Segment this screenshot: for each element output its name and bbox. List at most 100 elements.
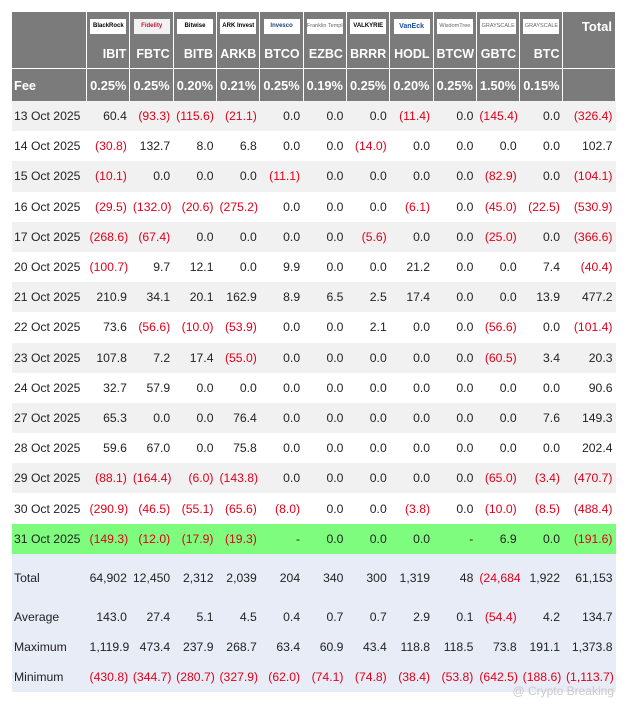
value-cell: 0.0 xyxy=(129,402,174,434)
value-cell: (642.5) xyxy=(476,661,520,692)
value-cell: 60.9 xyxy=(303,631,347,662)
value-cell: 0.0 xyxy=(303,312,347,343)
value-cell: 0.0 xyxy=(433,402,477,434)
value-cell: (53.8) xyxy=(433,661,477,692)
value-cell: (24,684) xyxy=(476,553,520,602)
value-cell: 48 xyxy=(433,553,477,602)
value-cell: 43.4 xyxy=(346,631,390,662)
etf-flow-table: BlackRock Fidelity Bitwise ARK Invest In… xyxy=(12,12,616,692)
date-cell: 16 Oct 2025 xyxy=(12,191,87,222)
value-cell: 0.0 xyxy=(476,372,520,403)
value-cell: 0.0 xyxy=(519,312,563,343)
summary-rows: Total 64,902 12,450 2,312 2,039 204 340 300 1,31… xyxy=(12,553,616,692)
value-cell: 0.0 xyxy=(433,312,477,343)
value-cell: 0.0 xyxy=(389,463,434,494)
grayscale-logo: GRAYSCALE xyxy=(480,18,517,34)
value-cell: 0.0 xyxy=(389,312,434,343)
value-cell: 107.8 xyxy=(86,342,130,373)
fee-cell: 0.19% xyxy=(303,68,347,101)
total-column-header: Total xyxy=(562,12,616,40)
value-cell: 7.4 xyxy=(519,251,563,283)
value-cell: 7.2 xyxy=(129,342,174,373)
value-cell: 20.1 xyxy=(173,282,217,313)
value-cell: 12.1 xyxy=(173,251,217,283)
value-cell: (10.0) xyxy=(173,312,217,343)
value-cell: 0.0 xyxy=(173,372,217,403)
value-cell: (366.6) xyxy=(562,221,616,252)
value-cell: 20.3 xyxy=(562,342,616,373)
value-cell: 0.0 xyxy=(389,523,434,554)
value-cell: 0.0 xyxy=(216,161,260,192)
valkyrie-logo: VALKYRIE xyxy=(350,18,387,34)
value-cell: 27.4 xyxy=(129,601,174,632)
value-cell: - xyxy=(433,523,477,554)
value-cell: 0.0 xyxy=(519,372,563,403)
fee-cell: 0.15% xyxy=(519,68,564,101)
value-cell: 59.6 xyxy=(86,433,130,464)
value-cell: 0.0 xyxy=(519,523,563,554)
ark-invest-logo: ARK Invest xyxy=(220,18,257,34)
value-cell: (101.4) xyxy=(562,312,616,343)
value-cell: 0.0 xyxy=(476,131,520,162)
value-cell: 2,039 xyxy=(216,553,260,602)
value-cell: 0.0 xyxy=(303,402,347,434)
value-cell: 2,312 xyxy=(173,553,217,602)
value-cell: (149.3) xyxy=(86,523,130,554)
value-cell: 0.0 xyxy=(433,161,477,192)
value-cell: 210.9 xyxy=(86,282,130,313)
value-cell: (55.0) xyxy=(216,342,260,373)
value-cell: 0.0 xyxy=(173,402,217,434)
value-cell: 0.0 xyxy=(433,101,477,132)
value-cell: (10.0) xyxy=(476,493,520,524)
value-cell: 0.1 xyxy=(433,601,477,632)
fee-cell: 0.25% xyxy=(259,68,304,101)
ticker-cell: BTCW xyxy=(433,40,477,69)
date-cell: 15 Oct 2025 xyxy=(12,161,87,192)
fee-cell: 1.50% xyxy=(476,68,521,101)
value-cell: 0.0 xyxy=(389,161,434,192)
table-row: 29 Oct 2025 (88.1) (164.4) (6.0) (143.8) 0.0 0… xyxy=(12,463,616,494)
value-cell: 0.0 xyxy=(216,221,260,252)
table-row: 16 Oct 2025 (29.5) (132.0) (20.6) (275.2) 0.0… xyxy=(12,191,616,222)
value-cell: (3.8) xyxy=(389,493,434,524)
daily-flow-rows: 13 Oct 2025 60.4 (93.3) (115.6) (21.1) 0.0 0.0… xyxy=(12,101,616,554)
summary-label: Maximum xyxy=(12,631,87,662)
summary-label: Average xyxy=(12,601,87,632)
value-cell: (488.4) xyxy=(562,493,616,524)
value-cell: 32.7 xyxy=(86,372,130,403)
value-cell: 0.0 xyxy=(259,402,304,434)
value-cell: 0.0 xyxy=(303,433,347,464)
value-cell: 4.5 xyxy=(216,601,260,632)
ticker-cell: BTC xyxy=(519,40,564,69)
value-cell: 0.0 xyxy=(346,463,390,494)
value-cell: 0.0 xyxy=(433,433,477,464)
value-cell: (8.0) xyxy=(259,493,304,524)
value-cell: (12.0) xyxy=(129,523,174,554)
value-cell: 8.9 xyxy=(259,282,304,313)
ticker-cell: ARKB xyxy=(216,40,261,69)
value-cell: (25.0) xyxy=(476,221,520,252)
ticker-row: IBIT FBTC BITB ARKB BTCO EZBC BRRR HODL … xyxy=(12,40,616,69)
value-cell: 0.0 xyxy=(303,221,347,252)
value-cell: 0.0 xyxy=(389,372,434,403)
value-cell: (19.3) xyxy=(216,523,260,554)
ticker-cell: EZBC xyxy=(303,40,347,69)
date-cell: 31 Oct 2025 xyxy=(12,523,87,554)
value-cell: 0.0 xyxy=(346,493,390,524)
table-row: 14 Oct 2025 (30.8) 132.7 8.0 6.8 0.0 0.0 (14.0)… xyxy=(12,131,616,162)
ticker-cell: HODL xyxy=(389,40,434,69)
value-cell: (45.0) xyxy=(476,191,520,222)
value-cell: 0.0 xyxy=(259,131,304,162)
vaneck-logo: VanEck xyxy=(393,18,430,34)
value-cell: (10.1) xyxy=(86,161,130,192)
value-cell: 0.0 xyxy=(519,433,563,464)
invesco-logo: Invesco xyxy=(263,18,300,34)
value-cell: 0.0 xyxy=(303,101,347,132)
table-row: 20 Oct 2025 (100.7) 9.7 12.1 0.0 9.9 0.0 0.0 21.… xyxy=(12,251,616,283)
value-cell: 0.0 xyxy=(389,131,434,162)
value-cell: 6.9 xyxy=(476,523,520,554)
value-cell: 0.0 xyxy=(433,463,477,494)
value-cell: 7.6 xyxy=(519,402,563,434)
value-cell: 118.5 xyxy=(433,631,477,662)
value-cell: (5.6) xyxy=(346,221,390,252)
